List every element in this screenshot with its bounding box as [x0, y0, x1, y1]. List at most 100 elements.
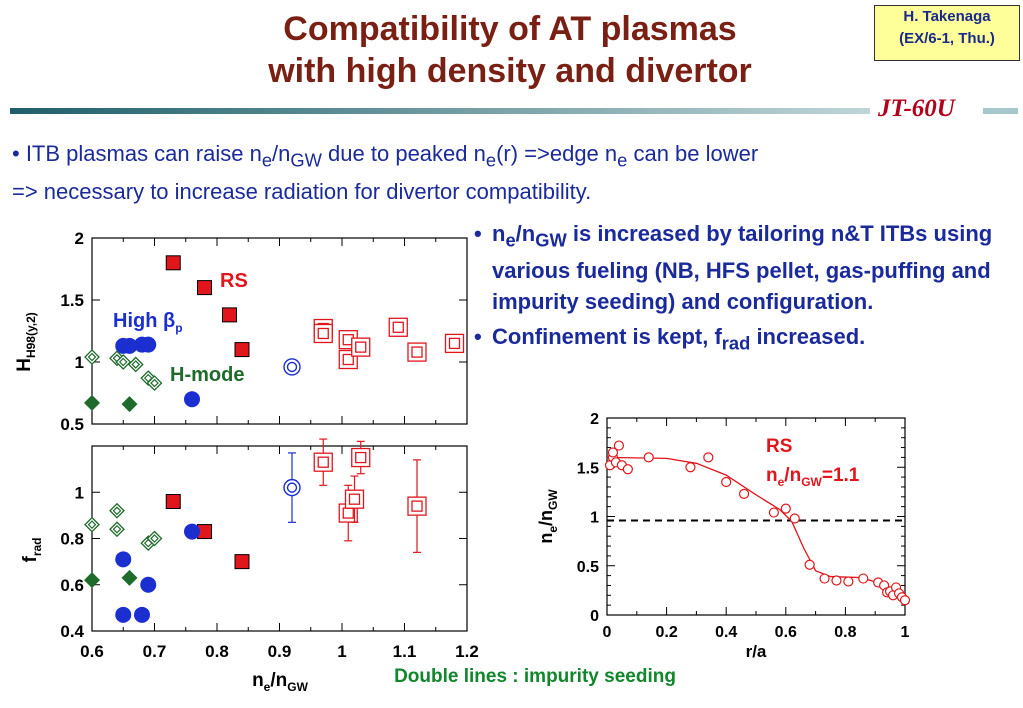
sub-text: GW: [287, 680, 308, 694]
x-tick-label: 1: [337, 642, 346, 661]
double-square-inner: [392, 321, 404, 333]
filled-circle-point: [121, 337, 138, 354]
x-tick-label: 0.2: [655, 624, 677, 641]
text-part: n: [766, 465, 778, 486]
filled-diamond-point: [121, 396, 138, 413]
plot-frame: [606, 417, 906, 616]
sub-text: e: [778, 475, 785, 489]
y-tick-label: 1.5: [577, 460, 599, 477]
y-tick-label: 1: [590, 510, 599, 527]
x-tick-label: 0: [603, 624, 612, 641]
double-diamond-inner: [131, 360, 141, 369]
intro-sub: e: [617, 149, 628, 171]
badge-line-2: (EX/6-1, Thu.): [899, 30, 995, 47]
text-part: /n: [515, 221, 536, 246]
double-diamond-point: [109, 521, 125, 538]
header-divider: [10, 108, 870, 114]
sub-text: e: [264, 680, 271, 694]
profile-point: [622, 464, 633, 475]
intro-text-part: can be lower: [627, 141, 759, 166]
profile-point: [613, 440, 625, 451]
y-tick-label: 1.5: [60, 291, 84, 310]
sub-text: H98(y,2): [24, 312, 38, 358]
double-diamond-point: [146, 375, 163, 391]
y-tick-label: 2: [590, 411, 599, 428]
double-square-inner: [348, 493, 361, 505]
text-sub: e: [505, 229, 516, 251]
bullet: •: [474, 324, 482, 350]
double-square-point: [407, 496, 427, 516]
double-diamond-inner: [150, 378, 159, 388]
sub-text: GW: [801, 475, 822, 489]
filled-diamond-point: [84, 572, 100, 589]
footnote: Double lines : impurity seeding: [394, 666, 676, 687]
profile-point: [819, 573, 830, 584]
y-tick-label: 0.5: [60, 415, 84, 434]
double-diamond-point: [84, 516, 100, 533]
brand-label: JT-60U: [878, 95, 955, 122]
intro-line-2: => necessary to increase radiation for d…: [12, 179, 592, 205]
text-part: is increased by tailoring n&T ITBs using…: [492, 221, 993, 315]
title-line-1: Compatibility of AT plasmas: [283, 10, 737, 48]
text-part: /n: [270, 670, 287, 691]
intro-text-part: ITB plasmas can raise n: [19, 141, 262, 166]
filled-circle-point: [140, 576, 157, 593]
double-square-point: [444, 333, 465, 354]
header-divider-end: [983, 108, 1018, 114]
x-tick-label: 0.6: [775, 624, 797, 641]
text-part: n: [252, 670, 264, 691]
double-square-inner: [317, 456, 329, 468]
filled-circle-point: [184, 391, 200, 408]
double-square-point: [351, 447, 371, 468]
finding-1: • ne/nGW is increased by tailoring n&T I…: [474, 218, 1019, 317]
profile-point: [768, 507, 779, 518]
frad-x-axis-label: ne/nGW: [252, 670, 309, 694]
profile-point: [899, 595, 911, 606]
double-diamond-point: [146, 530, 163, 547]
double-diamond-inner: [87, 352, 97, 362]
double-square-inner: [355, 451, 367, 464]
profile-point: [703, 452, 714, 463]
h98-y-axis-label: HH98(y,2): [14, 312, 38, 372]
intro-text-part: due to peaked n: [321, 141, 486, 166]
text-part: /n: [536, 510, 556, 526]
double-diamond-inner: [112, 524, 122, 534]
profile-point: [804, 559, 815, 570]
profile-chart: 0 0.2 0.4 0.6 0.8 100.511.52r/ane/nGWRSne/nGW…: [536, 411, 911, 661]
y-tick-label: 0.6: [60, 576, 84, 595]
intro-text-part: (r) =>edge n: [496, 141, 618, 166]
bullet: •: [474, 221, 482, 246]
profile-point: [858, 573, 869, 584]
filled-circle-point: [115, 551, 132, 568]
text-sub: GW: [535, 229, 567, 251]
x-tick-label: 0.8: [205, 642, 229, 661]
double-diamond-inner: [87, 520, 97, 529]
frad-y-axis-label: frad: [20, 537, 44, 562]
y-tick-label: 0.8: [60, 530, 84, 549]
badge-line-1: H. Takenaga: [903, 8, 991, 25]
profile-point: [780, 503, 791, 514]
double-square-point: [313, 323, 333, 344]
double-square-point: [313, 452, 333, 472]
double-diamond-point: [109, 502, 125, 519]
rs-annotation: RS: [220, 270, 248, 292]
filled-square-point: [234, 554, 250, 570]
double-square-point: [344, 489, 365, 509]
findings-list: • ne/nGW is increased by tailoring n&T I…: [474, 218, 1019, 359]
text-part: Confinement is kept, f: [492, 324, 722, 350]
filled-diamond-point: [121, 569, 138, 586]
double-square-inner: [342, 353, 354, 366]
bullet: •: [12, 141, 20, 166]
double-circle-inner: [286, 482, 298, 493]
page-title: Compatibility of AT plasmas with high de…: [150, 8, 870, 92]
y-tick-label: 0.5: [577, 559, 599, 576]
filled-square-point: [197, 280, 212, 296]
filled-square-point: [234, 342, 250, 358]
profile-plot: 0 0.2 0.4 0.6 0.8 100.511.52r/ane/nGWRSne/nGW…: [536, 411, 911, 661]
double-square-inner: [355, 341, 367, 353]
high-beta-annotation: High βp: [113, 310, 183, 335]
text-sub: rad: [721, 332, 751, 354]
intro-line-1: • ITB plasmas can raise ne/nGW due to pe…: [12, 138, 1012, 176]
y-tick-label: 0: [590, 608, 599, 625]
